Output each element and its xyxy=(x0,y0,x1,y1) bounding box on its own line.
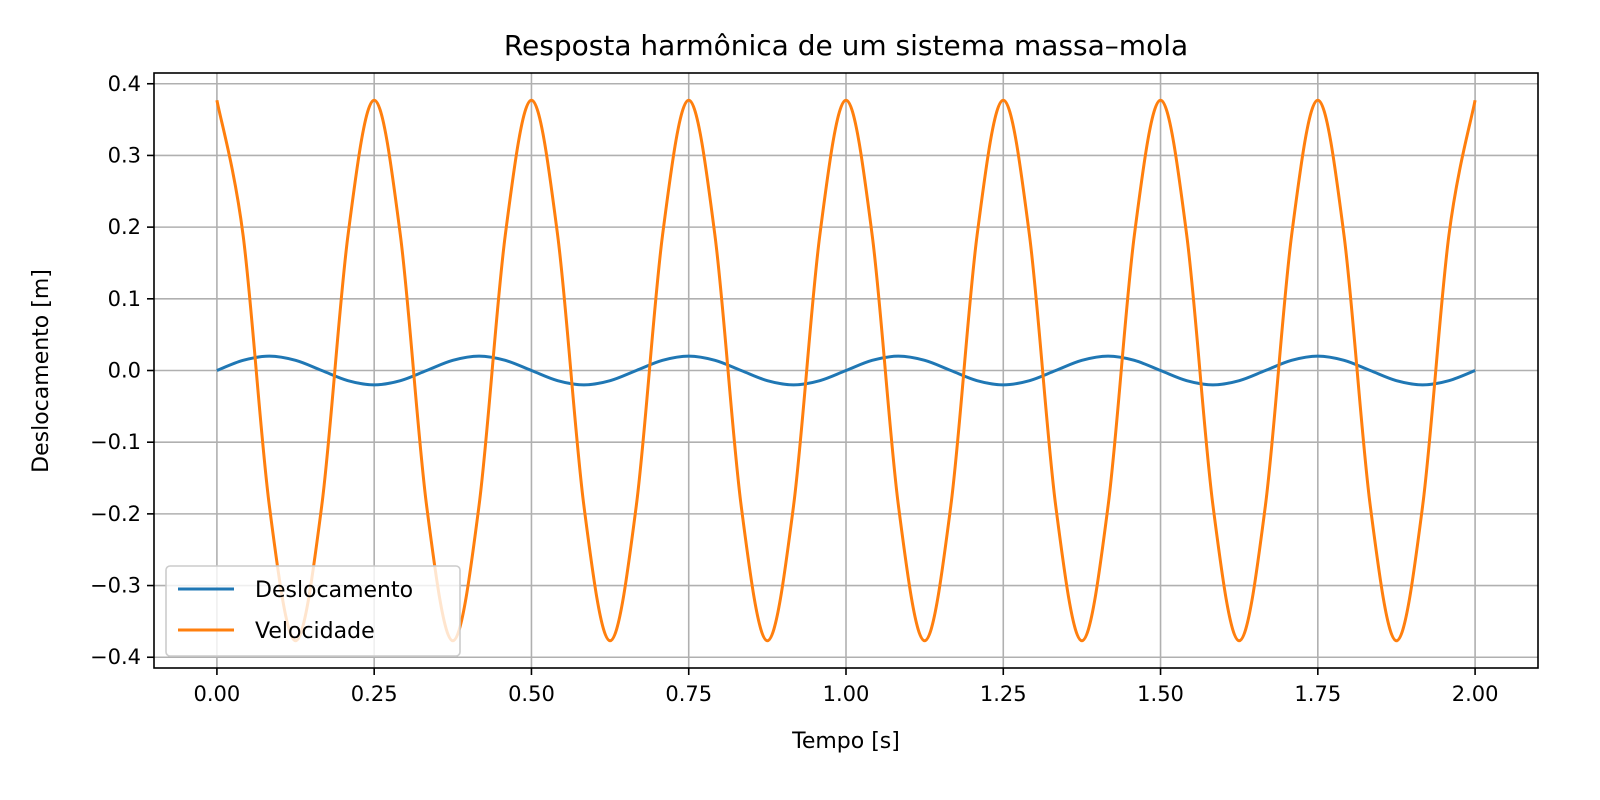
x-tick-label: 0.25 xyxy=(351,682,398,706)
legend-label-velocidade: Velocidade xyxy=(255,619,375,644)
y-tick-label: 0.2 xyxy=(108,215,141,239)
x-tick-label: 0.75 xyxy=(665,682,712,706)
x-tick-label: 2.00 xyxy=(1452,682,1499,706)
chart-title: Resposta harmônica de um sistema massa–m… xyxy=(504,29,1188,62)
y-tick-label: −0.1 xyxy=(90,430,141,454)
y-tick-label: 0.4 xyxy=(108,72,141,96)
series-line-velocidade xyxy=(215,98,1477,643)
y-tick-label: 0.3 xyxy=(108,143,141,167)
y-axis-label: Deslocamento [m] xyxy=(29,269,54,473)
axis-ticks: 0.00 0.25 0.50 0.75 1.00 1.25 1.50 1.75 2.00 −0.4… xyxy=(90,72,1498,706)
legend-box xyxy=(165,565,461,657)
x-tick-label: 1.75 xyxy=(1294,682,1341,706)
x-tick-label: 1.50 xyxy=(1137,682,1184,706)
x-tick-label: 0.00 xyxy=(194,682,241,706)
legend: Deslocamento Velocidade xyxy=(165,565,461,657)
series-group xyxy=(215,98,1477,643)
y-tick-label: −0.2 xyxy=(90,502,141,526)
y-tick-label: −0.4 xyxy=(90,645,141,669)
series-line-deslocamento xyxy=(216,354,1476,387)
x-tick-label: 1.25 xyxy=(980,682,1027,706)
y-tick-label: 0.1 xyxy=(108,287,141,311)
y-tick-label: −0.3 xyxy=(90,574,141,598)
y-tick-label: 0.0 xyxy=(108,359,141,383)
x-tick-label: 0.50 xyxy=(508,682,555,706)
legend-label-deslocamento: Deslocamento xyxy=(255,578,413,603)
x-tick-label: 1.00 xyxy=(823,682,870,706)
x-axis-label: Tempo [s] xyxy=(791,729,900,754)
